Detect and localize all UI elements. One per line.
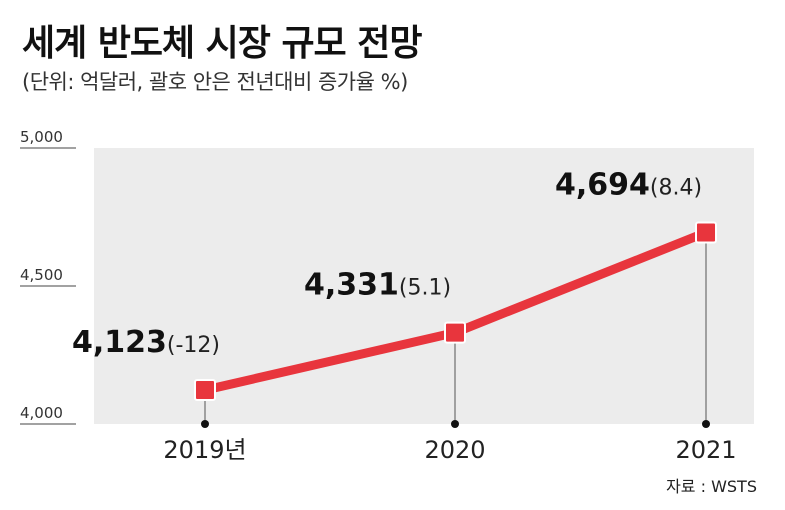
data-label: 4,331(5.1) <box>304 268 451 303</box>
chart-title: 세계 반도체 시장 규모 전망 <box>22 23 422 64</box>
y-axis: 4,000 4,500 5,000 <box>20 128 76 425</box>
stems <box>201 232 710 428</box>
data-value: 4,694 <box>555 167 650 202</box>
y-tick-label: 4,000 <box>20 404 63 422</box>
plot-area <box>94 148 754 424</box>
growth-rate: (5.1) <box>399 276 451 301</box>
y-tick-label: 5,000 <box>20 128 63 146</box>
data-point-marker <box>194 379 216 402</box>
growth-rate: (-12) <box>167 333 220 358</box>
data-point-marker <box>444 321 466 344</box>
data-value: 4,331 <box>304 268 399 303</box>
stem-dot <box>702 420 710 428</box>
source-note: 자료 : WSTS <box>666 477 757 496</box>
stem-dot <box>451 420 459 428</box>
y-tick-label: 4,500 <box>20 266 63 284</box>
data-label: 4,123(-12) <box>72 325 220 360</box>
x-tick-label: 2020 <box>424 436 485 464</box>
chart-subtitle: (단위: 억달러, 괄호 안은 전년대비 증가율 %) <box>22 70 408 94</box>
x-tick-label: 2021 <box>675 436 736 464</box>
data-point-marker <box>695 221 717 244</box>
data-label: 4,694(8.4) <box>555 167 702 202</box>
growth-rate: (8.4) <box>650 175 702 200</box>
value-labels: 4,123(-12) 4,331(5.1) 4,694(8.4) <box>72 167 702 360</box>
data-value: 4,123 <box>72 325 167 360</box>
markers <box>194 221 717 402</box>
x-tick-label: 2019년 <box>163 436 246 464</box>
x-axis: 2019년 2020 2021 <box>163 436 736 464</box>
stem-dot <box>201 420 209 428</box>
